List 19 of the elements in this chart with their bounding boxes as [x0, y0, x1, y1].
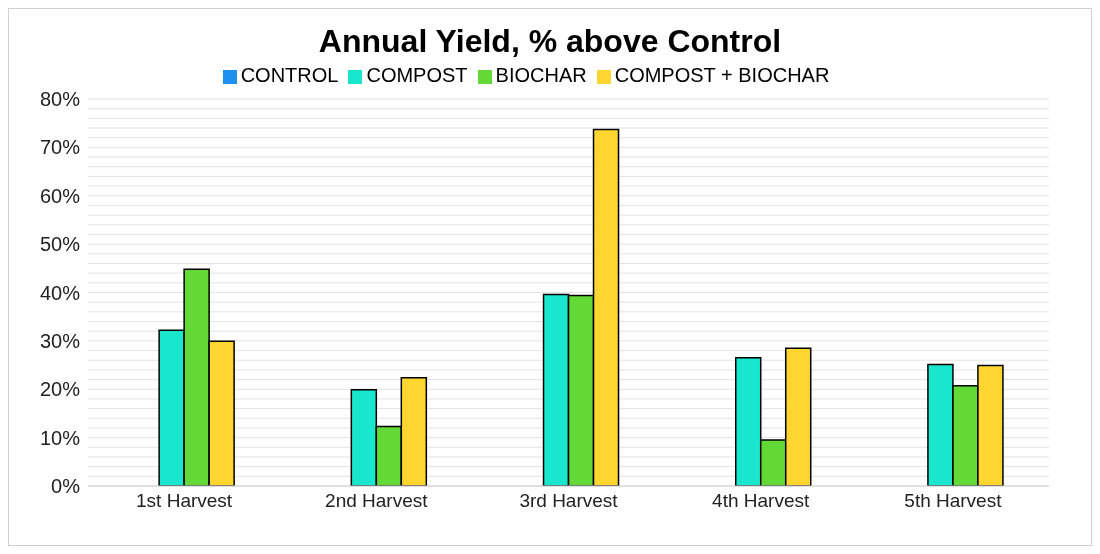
y-tick-label: 70% [39, 136, 81, 159]
y-tick-label: 20% [39, 378, 81, 401]
y-tick-label: 60% [39, 184, 81, 207]
x-tick-label: 1st Harvest [136, 490, 233, 512]
legend-label: COMPOST [366, 64, 468, 86]
y-tick-label: 10% [39, 426, 81, 449]
y-tick-label: 30% [39, 329, 81, 352]
legend-label: CONTROL [240, 64, 339, 86]
x-tick-label: 5th Harvest [904, 490, 1003, 512]
x-tick-label: 2nd Harvest [325, 490, 429, 512]
x-tick-label: 3rd Harvest [519, 490, 619, 512]
y-tick-label: 50% [39, 233, 81, 256]
x-tick-label: 4th Harvest [712, 490, 810, 512]
y-tick-label: 40% [39, 281, 81, 304]
legend-label: BIOCHAR [495, 64, 587, 86]
legend-label: COMPOST + BIOCHAR [614, 64, 830, 86]
y-tick-label: 0% [51, 475, 81, 498]
chart-title: Annual Yield, % above Control [317, 23, 783, 60]
y-tick-label: 80% [39, 88, 81, 111]
